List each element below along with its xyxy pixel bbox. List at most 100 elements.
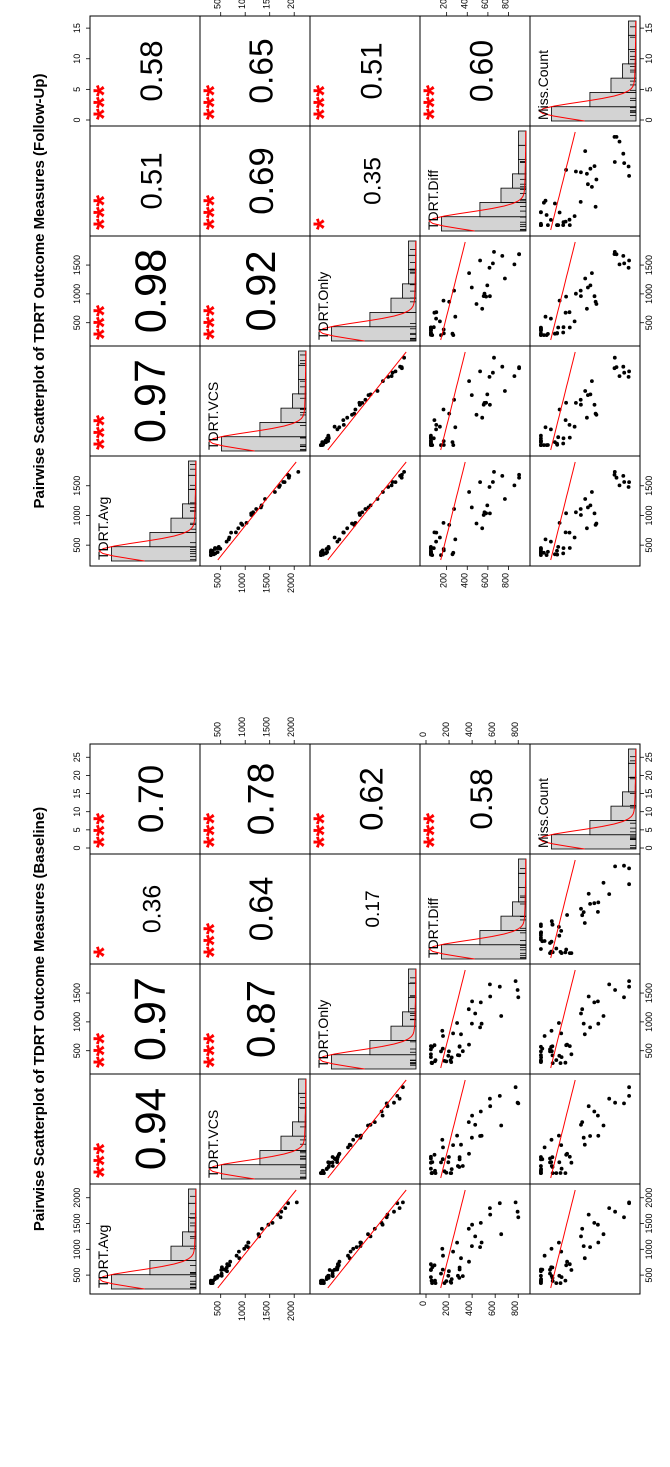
significance-stars: *** xyxy=(418,813,451,848)
scatter-point xyxy=(582,1032,587,1037)
scatter-point xyxy=(430,1160,435,1164)
scatter-point xyxy=(478,480,482,484)
scatter-point xyxy=(601,1123,606,1128)
scatter-point xyxy=(351,1137,356,1142)
panel-Miss.Count-TDRT.Diff xyxy=(529,853,641,965)
scatter-point xyxy=(213,546,217,550)
scatter-point xyxy=(563,950,568,955)
scatter-point xyxy=(446,1053,451,1058)
scatter-point xyxy=(549,1265,554,1270)
scatter-point xyxy=(441,407,446,412)
scatter-point xyxy=(588,1245,592,1249)
scatter-point xyxy=(467,271,471,275)
panel-Miss.Count-Miss.Count: Miss.Count xyxy=(529,743,641,855)
scatter-point xyxy=(270,1221,275,1225)
scatter-point xyxy=(555,223,559,228)
scatter-point xyxy=(460,1049,465,1054)
scatter-point xyxy=(389,374,394,378)
scatter-point xyxy=(569,951,574,955)
scatter-point xyxy=(320,1279,325,1283)
scatter-point xyxy=(569,1052,574,1057)
smoothing-line xyxy=(217,1189,297,1289)
histogram-bar xyxy=(551,834,637,850)
tick-label: 500 xyxy=(644,1043,654,1058)
smoothing-line xyxy=(550,351,576,451)
smoothing-line xyxy=(550,1189,576,1289)
tick-label: 10 xyxy=(72,54,82,64)
scatter-point xyxy=(487,485,492,489)
scatter-point xyxy=(586,285,590,290)
scatter-point xyxy=(612,250,617,254)
tick-label: 20 xyxy=(72,770,82,780)
scatter-point xyxy=(345,415,350,420)
significance-stars: *** xyxy=(308,85,341,120)
panel-border xyxy=(419,235,531,347)
histogram-bar xyxy=(330,326,417,342)
scatter-point xyxy=(286,1201,290,1206)
scatter-point xyxy=(622,161,627,166)
scatter-point xyxy=(434,539,438,544)
scatter-point xyxy=(469,505,474,510)
scatter-point xyxy=(499,1123,504,1128)
scatter-point xyxy=(341,423,346,427)
scatter-point xyxy=(431,436,436,441)
tick-label: 10 xyxy=(72,807,82,817)
scatter-point xyxy=(503,389,507,393)
scatter-point xyxy=(474,412,479,417)
panel-Miss.Count-TDRT.Avg xyxy=(529,455,641,567)
scatter-point xyxy=(491,480,495,484)
scatter-point xyxy=(554,1171,559,1175)
variable-label: Miss.Count xyxy=(535,50,551,120)
tick-label: 1000 xyxy=(237,1301,247,1321)
scatter-point xyxy=(544,553,549,557)
scatter-point xyxy=(585,415,589,420)
scatter-point xyxy=(626,375,631,379)
scatter-point xyxy=(515,988,520,992)
tick-label: 0 xyxy=(418,732,428,737)
tick-label: 1000 xyxy=(644,1239,654,1259)
scatter-point xyxy=(561,436,566,441)
scatter-point xyxy=(480,415,485,420)
scatter-point xyxy=(469,285,474,290)
scatter-point xyxy=(209,548,213,553)
scatter-point xyxy=(393,369,398,374)
tick-label: 15 xyxy=(644,23,654,33)
scatter-point xyxy=(449,1060,454,1064)
tick-label: 2000 xyxy=(286,717,296,737)
scatter-point xyxy=(470,999,474,1004)
scatter-point xyxy=(627,866,631,871)
scatter-point xyxy=(580,1007,585,1012)
scatter-point xyxy=(626,485,631,489)
panel-TDRT.Avg-Miss.Count: 0.58 *** xyxy=(88,15,201,127)
scatter-point xyxy=(449,1055,454,1060)
scatter-point xyxy=(455,1133,459,1138)
scatter-point xyxy=(488,1096,492,1101)
scatter-point xyxy=(434,423,439,427)
histogram-bar xyxy=(518,872,527,888)
histogram-bar xyxy=(622,791,637,807)
scatter-point xyxy=(487,375,492,379)
scatter-point xyxy=(402,470,406,474)
smoothing-line xyxy=(327,1189,407,1289)
scatter-point xyxy=(499,1014,504,1018)
panel-border xyxy=(419,1073,531,1185)
panel-TDRT.Diff-TDRT.Only xyxy=(419,963,531,1075)
scatter-point xyxy=(539,935,543,940)
scatter-point xyxy=(579,513,583,517)
histogram-bar xyxy=(170,1245,197,1261)
scatter-point xyxy=(440,1046,445,1051)
scatter-point xyxy=(474,521,479,526)
scatter-point xyxy=(459,1142,463,1147)
density-curve xyxy=(98,1188,197,1290)
scatter-point xyxy=(488,511,492,516)
axis-Miss.Count: 0 5 10 15 0 5 10 15 xyxy=(72,23,654,122)
scatter-point xyxy=(326,433,331,438)
scatter-point xyxy=(429,331,433,336)
scatter-point xyxy=(277,485,281,489)
tick-label: 600 xyxy=(487,1301,497,1316)
scatter-point xyxy=(596,1021,601,1026)
scatter-point xyxy=(500,254,505,258)
scatter-point xyxy=(627,1094,631,1098)
scatter-point xyxy=(561,325,566,330)
scatter-point xyxy=(559,1166,564,1171)
